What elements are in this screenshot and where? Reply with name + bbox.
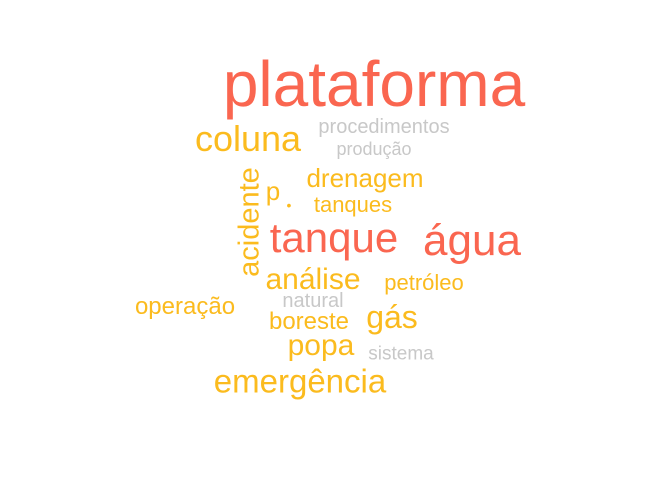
word-plataforma: plataforma [222,48,526,120]
word-gas: gás [366,299,418,335]
word-drenagem: drenagem [306,163,424,193]
word-tanques: tanques [313,192,393,217]
word-popa: popa [287,329,355,362]
word-sistema: sistema [368,343,434,365]
word-analise: análise [265,263,361,296]
word-coluna: coluna [194,118,302,159]
word-dot: • [286,197,292,213]
word-p: p [265,176,281,206]
word-operacao: operação [134,293,236,320]
word-natural: natural [282,290,344,312]
word-boreste: boreste [268,308,350,335]
word-petroleo: petróleo [384,270,464,295]
word-procedimentos: procedimentos [318,116,450,138]
word-acidente: acidente [233,167,266,277]
word-agua: água [423,216,521,265]
word-tanque: tanque [269,214,399,261]
word-emergencia: emergência [213,362,387,400]
word-producao: produção [336,139,412,159]
